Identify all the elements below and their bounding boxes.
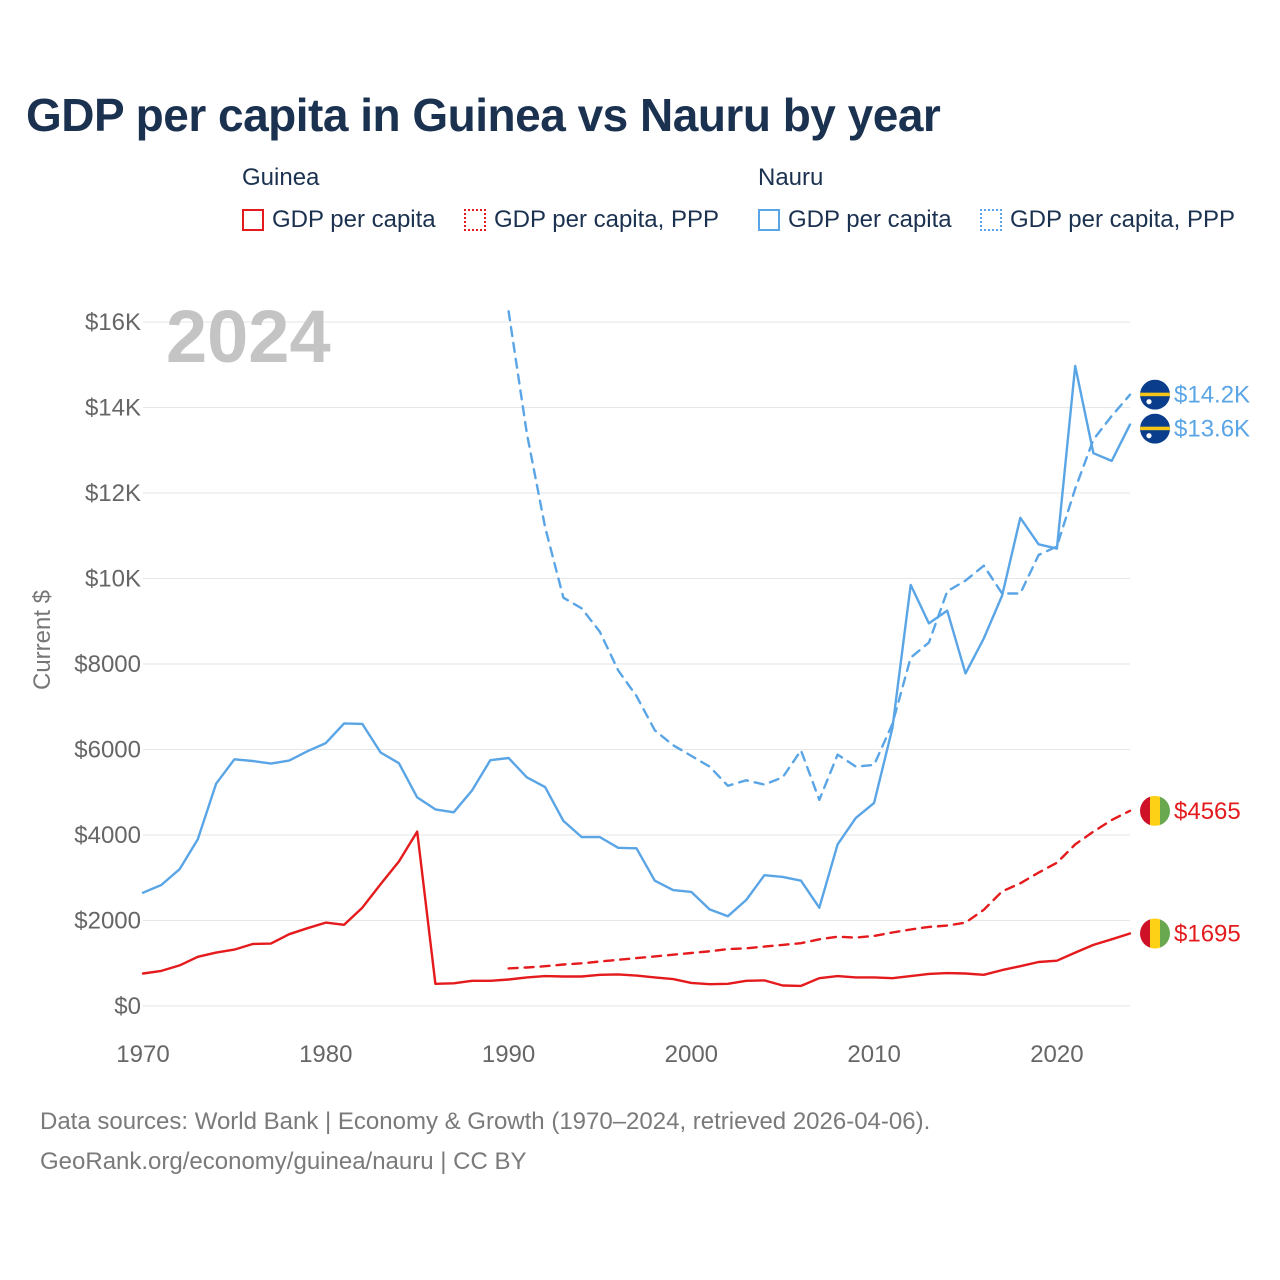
y-tick-label: $10K (85, 566, 141, 593)
y-tick-label: $2000 (74, 908, 141, 935)
flag-guinea-icon (1140, 795, 1170, 826)
legend-label: GDP per capita (788, 206, 952, 233)
x-tick-label: 2000 (665, 1041, 718, 1068)
end-value-label: $13.6K (1174, 416, 1250, 443)
legend-label: GDP per capita, PPP (1010, 206, 1235, 233)
flag-nauru-icon (1140, 379, 1170, 410)
y-tick-label: $6000 (74, 737, 141, 764)
y-tick-label: $12K (85, 480, 141, 507)
x-tick-label: 1980 (299, 1041, 352, 1068)
y-tick-label: $16K (85, 309, 141, 336)
x-tick-label: 2020 (1030, 1041, 1083, 1068)
legend-item-guinea-ppp[interactable]: GDP per capita, PPP (464, 206, 719, 234)
series-line-nauru-gdp-per-capita (141, 364, 1132, 918)
y-tick-label: $4000 (74, 822, 141, 849)
series-line-guinea-gdp-per-capita-ppp (507, 809, 1132, 970)
y-tick-label: $8000 (74, 651, 141, 678)
year-watermark: 2024 (166, 295, 331, 378)
y-tick-label: $0 (114, 993, 141, 1020)
legend-group-nauru: Nauru (758, 164, 824, 191)
end-value-label: $1695 (1174, 921, 1241, 948)
y-tick-label: $14K (85, 395, 141, 422)
x-tick-label: 1970 (116, 1041, 169, 1068)
legend-swatch-solid-red (242, 209, 264, 231)
legend-label: GDP per capita, PPP (494, 206, 719, 233)
end-value-label: $4565 (1174, 798, 1241, 825)
legend-label: GDP per capita (272, 206, 436, 233)
x-tick-label: 1990 (482, 1041, 535, 1068)
chart-title: GDP per capita in Guinea vs Nauru by yea… (26, 89, 941, 141)
end-value-label: $14.2K (1174, 382, 1250, 409)
legend-swatch-dotted-red (464, 209, 486, 231)
series-line-guinea-gdp-per-capita (141, 830, 1132, 988)
footer-sources: Data sources: World Bank | Economy & Gro… (40, 1108, 931, 1135)
x-tick-label: 2010 (847, 1041, 900, 1068)
series-line-nauru-gdp-per-capita-ppp (507, 310, 1132, 802)
legend-swatch-dotted-blue (980, 209, 1002, 231)
legend-item-nauru-ppp[interactable]: GDP per capita, PPP (980, 206, 1235, 234)
legend-item-nauru-gdp[interactable]: GDP per capita (758, 206, 952, 234)
flag-guinea-icon (1140, 918, 1170, 949)
legend-item-guinea-gdp[interactable]: GDP per capita (242, 206, 436, 234)
y-axis-label: Current $ (29, 590, 56, 690)
legend-swatch-solid-blue (758, 209, 780, 231)
flag-nauru-icon (1140, 413, 1170, 444)
footer-credit: GeoRank.org/economy/guinea/nauru | CC BY (40, 1148, 527, 1175)
legend-group-guinea: Guinea (242, 164, 320, 191)
